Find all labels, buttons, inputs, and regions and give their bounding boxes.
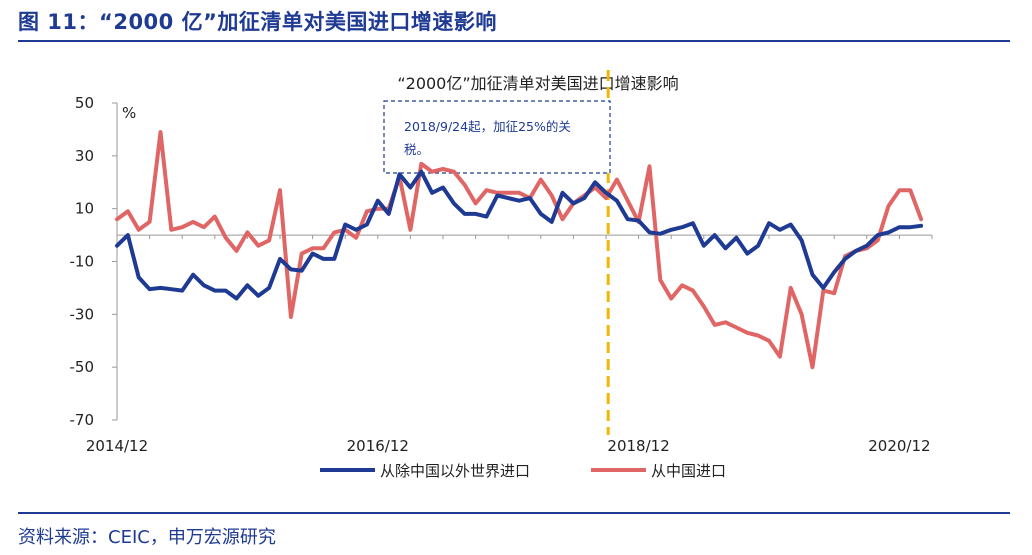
annotation-text-line: 税。 (404, 142, 429, 157)
y-tick-label: -10 (70, 253, 95, 271)
y-tick-label: 10 (75, 200, 94, 218)
legend-label: 从中国进口 (651, 462, 726, 480)
annotation-box (383, 100, 611, 174)
y-tick-label: -30 (70, 305, 95, 323)
series-line-china (115, 130, 924, 370)
series-line-world-ex-china (115, 169, 924, 301)
annotation-text-line: 2018/9/24起，加征25%的关 (404, 119, 571, 134)
y-unit-label: % (122, 104, 136, 122)
source-divider (18, 512, 1010, 514)
y-tick-label: -70 (70, 411, 95, 429)
figure-title: 图 11：“2000 亿”加征清单对美国进口增速影响 (18, 10, 497, 34)
x-tick-label: 2018/12 (607, 437, 669, 455)
legend: 从除中国以外世界进口 从中国进口 (320, 462, 726, 480)
chart-subtitle: “2000亿”加征清单对美国进口增速影响 (397, 74, 678, 93)
y-tick-label: 30 (75, 147, 94, 165)
x-tick-label: 2020/12 (868, 437, 930, 455)
title-divider (18, 40, 1010, 42)
series-lines (115, 130, 924, 370)
x-tick-label: 2014/12 (86, 437, 148, 455)
y-tick-label: -50 (70, 358, 95, 376)
x-tick-label: 2016/12 (347, 437, 409, 455)
y-tick-label: 50 (75, 94, 94, 112)
source-note: 资料来源：CEIC，申万宏源研究 (18, 527, 276, 548)
tariff-event: 2018/9/24起，加征25%的关税。 (383, 70, 611, 435)
legend-label: 从除中国以外世界进口 (380, 462, 530, 480)
